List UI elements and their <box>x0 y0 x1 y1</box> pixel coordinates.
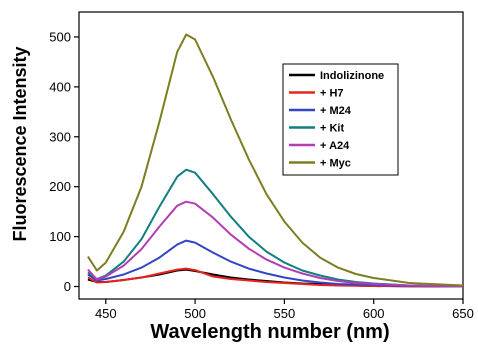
x-axis-title: Wavelength number (nm) <box>150 321 389 343</box>
series-line <box>87 268 464 288</box>
y-tick-label: 500 <box>49 29 71 44</box>
legend-label: + Kit <box>320 123 344 135</box>
series-line <box>87 168 464 288</box>
y-axis-title: Fluorescence Intensity <box>10 46 30 241</box>
y-tick-label: 0 <box>64 279 71 294</box>
series-line <box>87 200 464 288</box>
y-tick-label: 200 <box>49 179 71 194</box>
y-tick-label: 300 <box>49 129 71 144</box>
plot-frame <box>78 11 464 300</box>
x-tick-label: 600 <box>363 306 385 321</box>
x-tick-label: 650 <box>452 306 474 321</box>
x-tick-label: 550 <box>274 306 296 321</box>
legend-label: + M24 <box>320 105 352 117</box>
x-tick-label: 500 <box>184 306 206 321</box>
legend-box <box>282 63 399 176</box>
plot-area: 450 500 550 600 650 0 100 200 300 400 500 Indolizin… <box>49 11 474 321</box>
legend-label: + A24 <box>320 140 350 152</box>
x-tick-label: 450 <box>95 306 117 321</box>
series-line <box>87 239 464 288</box>
series-line <box>87 33 464 287</box>
series-line <box>87 267 464 288</box>
legend-label: + Myc <box>320 158 351 170</box>
y-tick-label: 100 <box>49 229 71 244</box>
legend-label: Indolizinone <box>320 70 384 82</box>
y-tick-label: 400 <box>49 79 71 94</box>
legend-label: + H7 <box>320 88 344 100</box>
